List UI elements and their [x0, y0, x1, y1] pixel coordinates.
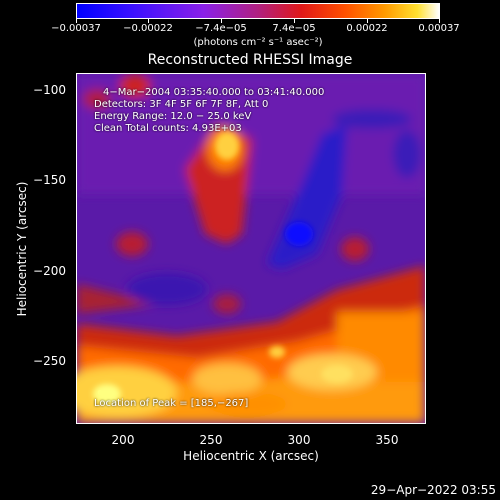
plot-area: 4−Mar−2004 03:35:40.000 to 03:41:40.000 … — [76, 73, 426, 424]
peak-location-label: Location of Peak = [185,−267] — [94, 398, 249, 409]
heatmap — [77, 74, 425, 423]
colorbar-tick — [294, 19, 295, 23]
y-tick-label: −150 — [33, 173, 66, 187]
colorbar-tick — [76, 19, 77, 23]
colorbar-tick-label: 0.00037 — [418, 23, 460, 34]
colorbar-tick — [367, 19, 368, 23]
y-tick-label: −250 — [33, 354, 66, 368]
colorbar-tick — [148, 19, 149, 23]
clean-total-counts-label: Clean Total counts: 4.93E+03 — [94, 123, 242, 134]
detectors-label: Detectors: 3F 4F 5F 6F 7F 8F, Att 0 — [94, 99, 269, 110]
y-tick-label: −100 — [33, 83, 66, 97]
peak-marker — [97, 389, 103, 395]
colorbar-tick — [221, 19, 222, 23]
colorbar-tick — [439, 19, 440, 23]
colorbar-unit: (photons cm⁻² s⁻¹ asec⁻²) — [193, 37, 323, 48]
x-tick-label: 200 — [111, 433, 135, 447]
colorbar-tick-label: −0.00037 — [51, 23, 101, 34]
x-axis-label: Heliocentric X (arcsec) — [183, 449, 319, 463]
y-tick-label: −200 — [33, 264, 66, 278]
colorbar-tick-label: −7.4e−05 — [195, 23, 247, 34]
x-tick-label: 250 — [199, 433, 223, 447]
x-tick-label: 350 — [375, 433, 399, 447]
x-tick-label: 300 — [287, 433, 311, 447]
time-range: 4−Mar−2004 03:35:40.000 to 03:41:40.000 — [103, 87, 325, 98]
y-axis-label: Heliocentric Y (arcsec) — [15, 181, 29, 317]
date-stamp: 29−Apr−2022 03:55 — [370, 483, 496, 497]
colorbar — [76, 3, 440, 19]
energy-range-label: Energy Range: 12.0 − 25.0 keV — [94, 111, 252, 122]
colorbar-tick-label: 0.00022 — [346, 23, 388, 34]
colorbar-tick-label: 7.4e−05 — [272, 23, 316, 34]
chart-title: Reconstructed RHESSI Image — [147, 52, 353, 68]
colorbar-tick-label: −0.00022 — [123, 23, 173, 34]
